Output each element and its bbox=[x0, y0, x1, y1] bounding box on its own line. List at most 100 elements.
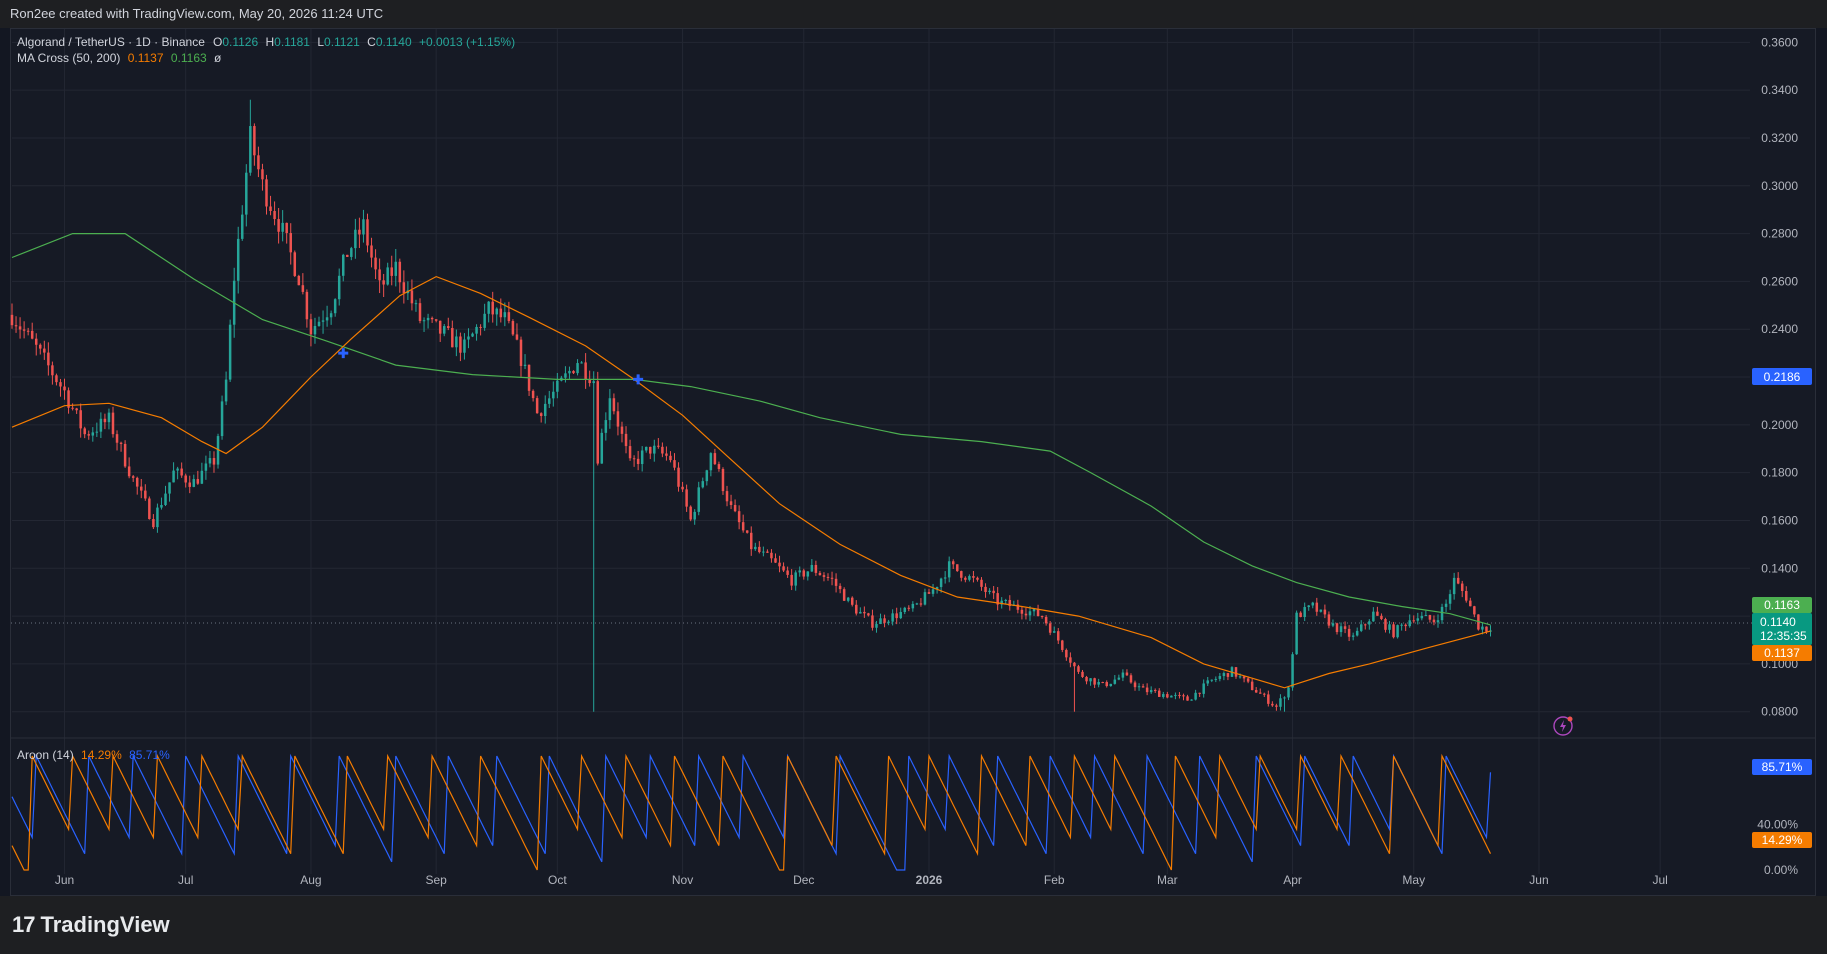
candle-body bbox=[1000, 600, 1003, 605]
candle-body bbox=[838, 585, 842, 590]
candle-body bbox=[224, 379, 228, 402]
candle-body bbox=[1436, 620, 1440, 623]
candle-body bbox=[705, 470, 709, 482]
candle-body bbox=[899, 612, 902, 619]
candle-body bbox=[1400, 624, 1403, 626]
candle-body bbox=[285, 222, 288, 234]
candle-body bbox=[1145, 687, 1149, 693]
candle-body bbox=[1137, 686, 1141, 688]
candle-body bbox=[1279, 698, 1282, 707]
y-tick-label: 0.1400 bbox=[1761, 561, 1798, 575]
candle-body bbox=[1355, 630, 1359, 636]
candle-body bbox=[1073, 662, 1076, 667]
candle-body bbox=[956, 564, 959, 572]
x-tick-label: Mar bbox=[1157, 873, 1178, 887]
candle-body bbox=[1335, 623, 1339, 633]
candle-body bbox=[1061, 640, 1064, 650]
candle-body bbox=[1368, 621, 1371, 625]
candle-body bbox=[1271, 703, 1274, 706]
aroon-down-badge bbox=[1752, 832, 1812, 848]
x-tick-label: Sep bbox=[425, 873, 447, 887]
x-tick-label: Apr bbox=[1283, 873, 1302, 887]
candle-body bbox=[1372, 611, 1375, 622]
candle-body bbox=[22, 329, 26, 331]
candle-body bbox=[1319, 609, 1323, 612]
x-tick-label: 2026 bbox=[916, 873, 943, 887]
candle-body bbox=[1226, 673, 1230, 677]
candle-body bbox=[422, 320, 426, 322]
candle-body bbox=[1275, 705, 1278, 707]
candle-body bbox=[341, 254, 345, 276]
tradingview-logo[interactable]: 17 TradingView bbox=[12, 912, 170, 938]
candle-body bbox=[741, 522, 745, 531]
candle-body bbox=[644, 446, 648, 451]
candle-body bbox=[63, 386, 66, 391]
candle-body bbox=[257, 155, 260, 170]
cross-marker bbox=[338, 348, 349, 359]
candle-body bbox=[55, 375, 58, 383]
candle-body bbox=[414, 303, 418, 305]
candle-body bbox=[640, 450, 644, 465]
candle-body bbox=[475, 326, 478, 334]
x-tick-label: Oct bbox=[548, 873, 567, 887]
candle-body bbox=[879, 618, 882, 625]
candle-body bbox=[269, 206, 272, 211]
candle-body bbox=[1077, 666, 1080, 672]
candle-body bbox=[1016, 604, 1020, 610]
candle-body bbox=[592, 381, 595, 384]
candle-body bbox=[1214, 678, 1218, 680]
x-tick-label: Feb bbox=[1044, 873, 1065, 887]
candle-body bbox=[192, 479, 196, 487]
candle-body bbox=[119, 442, 123, 444]
candle-body bbox=[188, 482, 191, 487]
credit-text: Ron2ee created with TradingView.com, May… bbox=[10, 6, 384, 21]
candle-body bbox=[370, 245, 373, 258]
candle-body bbox=[1089, 678, 1092, 682]
candle-body bbox=[717, 464, 721, 469]
candle-body bbox=[1408, 620, 1411, 627]
candle-body bbox=[26, 330, 30, 332]
candle-body bbox=[459, 336, 462, 353]
candle-body bbox=[378, 269, 381, 281]
candle-body bbox=[1416, 618, 1420, 621]
candle-body bbox=[543, 403, 547, 416]
candle-body bbox=[786, 570, 789, 575]
candle-body bbox=[842, 589, 846, 601]
candle-body bbox=[1267, 694, 1270, 704]
candle-body bbox=[111, 412, 115, 435]
candle-body bbox=[1210, 679, 1214, 681]
candle-body bbox=[91, 432, 95, 436]
candle-body bbox=[1101, 682, 1104, 684]
candle-body bbox=[519, 339, 523, 366]
candle-body bbox=[71, 407, 74, 409]
candle-body bbox=[669, 455, 672, 461]
candle-body bbox=[1121, 672, 1125, 678]
candle-body bbox=[580, 362, 583, 364]
candle-body bbox=[321, 320, 325, 322]
candle-body bbox=[604, 420, 608, 433]
candle-body bbox=[426, 317, 430, 321]
cross-level-text: 0.2186 bbox=[1764, 370, 1801, 384]
candle-body bbox=[1444, 603, 1448, 607]
candle-body bbox=[402, 282, 406, 294]
candle-body bbox=[1359, 624, 1363, 631]
x-tick-label: Dec bbox=[793, 873, 814, 887]
alert-icon[interactable] bbox=[1553, 716, 1573, 736]
ma50-badge-text: 0.1137 bbox=[1764, 646, 1800, 660]
candle-body bbox=[1234, 667, 1238, 677]
candle-body bbox=[1085, 676, 1088, 682]
candle-body bbox=[317, 321, 321, 326]
candle-body bbox=[1040, 616, 1044, 618]
candle-body bbox=[943, 577, 947, 579]
candle-body bbox=[1113, 679, 1117, 684]
candle-body bbox=[390, 267, 393, 276]
candle-body bbox=[1331, 623, 1335, 626]
candle-body bbox=[511, 321, 515, 335]
candle-body bbox=[487, 301, 490, 314]
candle-body bbox=[358, 229, 361, 235]
candle-body bbox=[778, 562, 781, 567]
candle-body bbox=[677, 467, 680, 487]
aroon-tick-label: 0.00% bbox=[1764, 863, 1798, 877]
candle-body bbox=[483, 313, 486, 328]
